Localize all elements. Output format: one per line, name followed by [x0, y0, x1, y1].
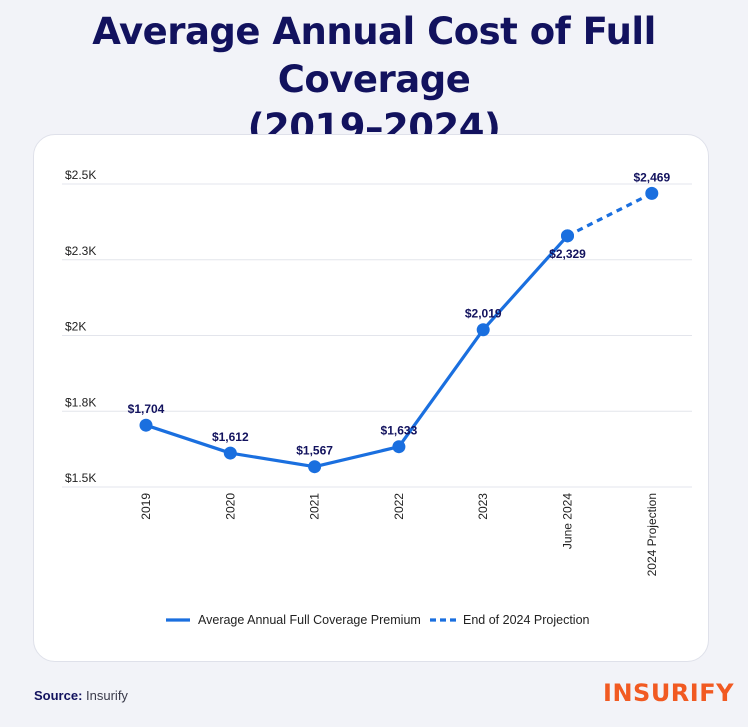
data-label: $1,704: [128, 402, 165, 416]
insurify-logo: INSURIFY: [603, 679, 734, 707]
line-chart: $1.5K $1.8K $2K $2.3K $2.5K 2019 2020 2021 2022 2…: [62, 168, 692, 627]
data-point: [392, 440, 406, 454]
source-label: Source:: [34, 688, 83, 703]
data-point: [645, 186, 659, 200]
data-point: [139, 418, 153, 432]
x-tick-label: 2023: [476, 493, 490, 520]
x-tick-label: 2019: [139, 493, 153, 520]
data-label: $2,329: [549, 247, 586, 261]
data-label: $2,469: [633, 170, 670, 184]
data-label: $1,612: [212, 430, 249, 444]
y-tick-label: $2.5K: [65, 168, 96, 182]
x-tick-label: 2021: [308, 493, 322, 520]
y-tick-label: $2.3K: [65, 244, 96, 258]
y-tick-label: $1.8K: [65, 395, 96, 409]
legend-label: Average Annual Full Coverage Premium: [198, 613, 421, 627]
chart-card: $1.5K $1.8K $2K $2.3K $2.5K 2019 2020 2021 2022 2…: [33, 134, 709, 662]
chart-title: Average Annual Cost of Full Coverage (20…: [0, 8, 748, 152]
x-tick-label: June 2024: [561, 493, 575, 549]
y-tick-label: $1.5K: [65, 471, 96, 485]
data-label: $1,567: [296, 444, 333, 458]
x-tick-label: 2024 Projection: [645, 493, 659, 576]
series-line: [144, 234, 570, 469]
data-label: $2,019: [465, 307, 502, 321]
data-label: $1,633: [381, 424, 418, 438]
data-point: [308, 460, 322, 474]
data-point: [561, 229, 574, 243]
source-note: Source: Insurify: [34, 688, 128, 703]
x-tick-label: 2020: [223, 493, 237, 520]
chart-title-line1: Average Annual Cost of Full Coverage: [92, 10, 656, 101]
x-tick-label: 2022: [392, 493, 406, 520]
y-tick-label: $2K: [65, 320, 86, 334]
data-point: [223, 446, 237, 460]
legend-label: End of 2024 Projection: [463, 613, 590, 627]
data-point: [476, 323, 490, 337]
source-value: Insurify: [86, 688, 128, 703]
series-line: [566, 191, 653, 238]
